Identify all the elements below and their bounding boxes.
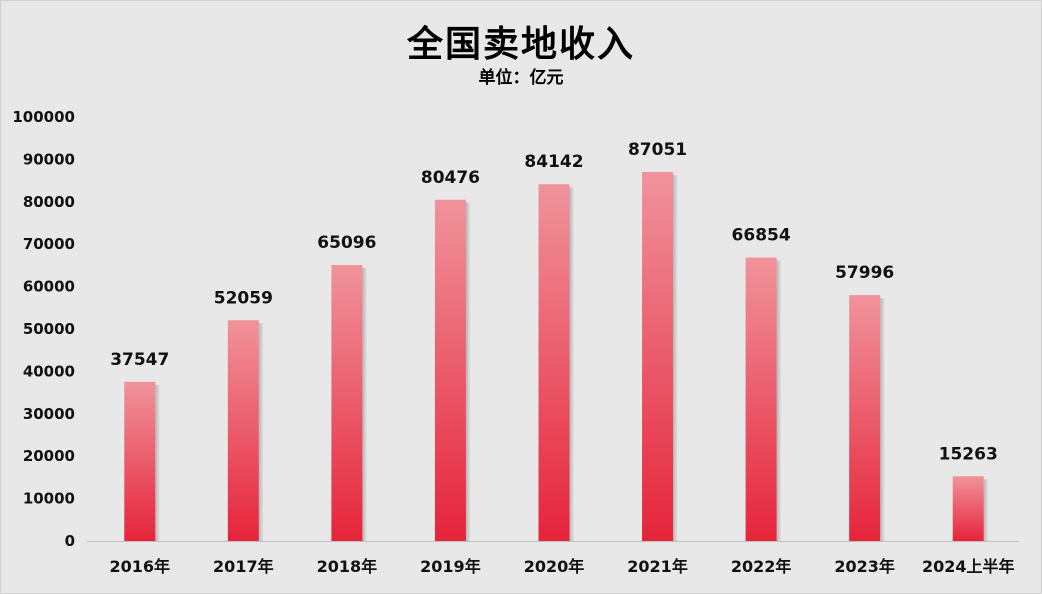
bar (745, 257, 777, 541)
x-tick-label: 2019年 (420, 557, 481, 576)
y-tick-label: 0 (65, 532, 75, 550)
chart-subtitle: 单位：亿元 (478, 68, 564, 88)
y-tick-label: 60000 (23, 278, 75, 296)
chart-title: 全国卖地收入 (406, 24, 635, 65)
data-label: 84142 (524, 152, 583, 172)
bar-shadow (155, 384, 161, 541)
bar (849, 295, 881, 541)
data-label: 66854 (732, 226, 791, 246)
y-tick-label: 90000 (23, 150, 75, 168)
x-tick-label: 2016年 (110, 557, 171, 576)
data-label: 87051 (628, 140, 687, 160)
bar-shadow (362, 267, 368, 541)
y-tick-label: 10000 (23, 490, 75, 508)
data-label: 52059 (214, 288, 273, 308)
bar-shadow (465, 202, 471, 542)
y-tick-label: 40000 (23, 362, 75, 380)
bar (227, 320, 259, 541)
bar (952, 476, 984, 541)
bar (331, 264, 363, 541)
bar-shadow (673, 174, 679, 542)
data-label: 57996 (835, 263, 894, 283)
x-tick-label: 2021年 (627, 557, 688, 576)
data-label: 37547 (110, 350, 169, 370)
bar-shadow (569, 187, 575, 541)
data-label: 15263 (939, 444, 998, 464)
bar-shadow (880, 298, 886, 541)
bar (642, 171, 674, 542)
y-tick-label: 20000 (23, 447, 75, 465)
bar-shadow (258, 323, 264, 541)
x-tick-label: 2018年 (317, 557, 378, 576)
x-tick-label: 2023年 (834, 557, 895, 576)
bar (124, 381, 156, 541)
x-tick-label: 2020年 (524, 557, 585, 576)
x-tick-label: 2022年 (731, 557, 792, 576)
x-tick-label: 2017年 (213, 557, 274, 576)
bar (434, 199, 466, 542)
bar-shadow (776, 260, 782, 541)
y-tick-label: 30000 (23, 405, 75, 423)
y-tick-label: 80000 (23, 193, 75, 211)
x-tick-label: 2024上半年 (922, 557, 1015, 576)
y-tick-label: 50000 (23, 320, 75, 338)
bar (538, 184, 570, 541)
data-label: 65096 (317, 233, 376, 253)
bar-shadow (983, 479, 989, 541)
data-label: 80476 (421, 168, 480, 188)
y-tick-label: 100000 (12, 108, 75, 126)
y-tick-label: 70000 (23, 235, 75, 253)
